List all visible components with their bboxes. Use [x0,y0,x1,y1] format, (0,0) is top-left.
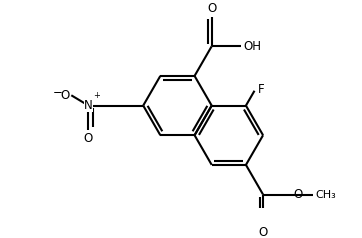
Text: F: F [258,83,265,96]
Text: CH₃: CH₃ [315,189,336,199]
Text: −: − [52,86,63,99]
Text: O: O [207,2,216,15]
Text: N: N [84,99,93,112]
Text: OH: OH [243,40,261,53]
Text: +: + [93,91,100,100]
Text: O: O [60,89,70,102]
Text: O: O [258,226,268,238]
Text: O: O [84,132,93,145]
Text: O: O [294,188,303,201]
